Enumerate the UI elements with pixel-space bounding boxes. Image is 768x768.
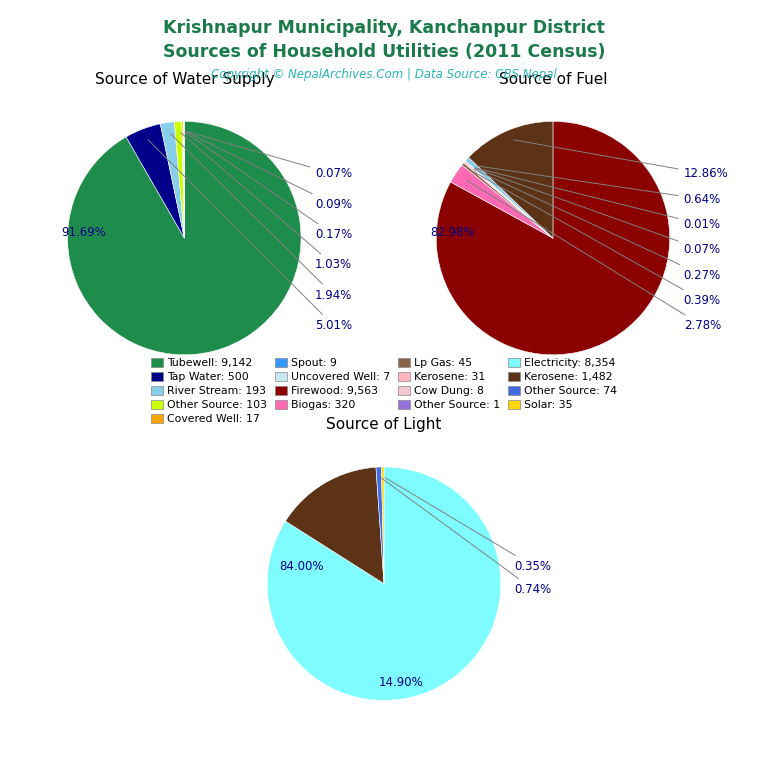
Text: 2.78%: 2.78% — [466, 180, 721, 332]
Text: 1.94%: 1.94% — [170, 134, 353, 302]
Wedge shape — [267, 467, 501, 700]
Title: Source of Water Supply: Source of Water Supply — [94, 72, 274, 87]
Text: 0.07%: 0.07% — [187, 131, 353, 180]
Text: 0.27%: 0.27% — [474, 169, 721, 282]
Wedge shape — [183, 121, 184, 238]
Text: 0.09%: 0.09% — [186, 132, 353, 210]
Text: 14.90%: 14.90% — [379, 677, 424, 690]
Wedge shape — [436, 121, 670, 355]
Wedge shape — [376, 467, 384, 584]
Wedge shape — [182, 121, 184, 238]
Wedge shape — [286, 467, 384, 584]
Text: 12.86%: 12.86% — [514, 140, 729, 180]
Text: 0.74%: 0.74% — [382, 478, 552, 596]
Wedge shape — [462, 163, 553, 238]
Wedge shape — [465, 161, 553, 238]
Wedge shape — [464, 161, 553, 238]
Wedge shape — [126, 124, 184, 238]
Wedge shape — [161, 122, 184, 238]
Text: 82.98%: 82.98% — [430, 226, 475, 239]
Wedge shape — [68, 121, 301, 355]
Title: Source of Fuel: Source of Fuel — [498, 72, 607, 87]
Title: Source of Light: Source of Light — [326, 418, 442, 432]
Wedge shape — [174, 121, 184, 238]
Text: 91.69%: 91.69% — [61, 226, 107, 239]
Wedge shape — [451, 165, 553, 238]
Text: 0.64%: 0.64% — [477, 166, 721, 206]
Text: Krishnapur Municipality, Kanchanpur District
Sources of Household Utilities (201: Krishnapur Municipality, Kanchanpur Dist… — [163, 19, 605, 61]
Wedge shape — [465, 157, 553, 238]
Text: 1.03%: 1.03% — [180, 133, 353, 271]
Text: 84.00%: 84.00% — [279, 560, 323, 573]
Legend: Tubewell: 9,142, Tap Water: 500, River Stream: 193, Other Source: 103, Covered W: Tubewell: 9,142, Tap Water: 500, River S… — [147, 353, 621, 429]
Text: Copyright © NepalArchives.Com | Data Source: CBS Nepal: Copyright © NepalArchives.Com | Data Sou… — [211, 68, 557, 81]
Wedge shape — [468, 121, 553, 238]
Text: 0.17%: 0.17% — [185, 132, 353, 241]
Wedge shape — [382, 467, 384, 584]
Text: 0.07%: 0.07% — [475, 168, 721, 257]
Text: 0.39%: 0.39% — [472, 171, 721, 307]
Text: 5.01%: 5.01% — [148, 140, 353, 332]
Text: 0.01%: 0.01% — [475, 167, 721, 231]
Wedge shape — [465, 161, 553, 238]
Text: 0.35%: 0.35% — [386, 478, 551, 573]
